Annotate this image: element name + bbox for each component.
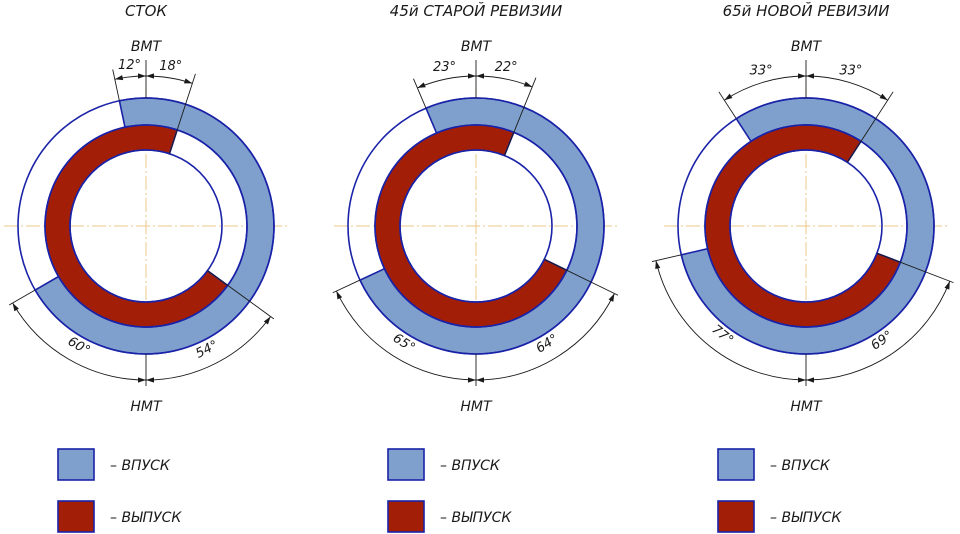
- exhaust-close-angle-label: 22°: [495, 60, 518, 75]
- tdc-label: ВМТ: [461, 39, 493, 55]
- legend-exhaust-swatch: [57, 500, 95, 533]
- exhaust-open-dimension-arrow-end: [146, 377, 154, 383]
- exhaust-open-dimension-arrow-end: [806, 377, 814, 383]
- middle-circle: [374, 124, 578, 328]
- exhaust-open-dimension-arrow-end: [476, 377, 484, 383]
- legend-exhaust-label: – ВЫПУСК: [770, 510, 842, 526]
- exhaust-open-dimension-arrow-start: [608, 293, 615, 302]
- legend-exhaust-swatch: [387, 500, 425, 533]
- intake-close-dimension-arrow-end: [12, 303, 19, 312]
- inner-circle: [399, 149, 553, 303]
- legend-exhaust-label: – ВЫПУСК: [110, 510, 182, 526]
- legend-intake-swatch: [717, 448, 755, 481]
- legend-intake-swatch: [387, 448, 425, 481]
- intake-open-angle-label: 33°: [750, 64, 773, 79]
- exhaust-close-dimension-arrow-start: [146, 73, 154, 79]
- exhaust-open-dimension-arc: [475, 293, 615, 381]
- intake-open-extension: [413, 78, 427, 109]
- diagram-title: 65й НОВОЙ РЕВИЗИИ: [723, 1, 890, 20]
- intake-open-dimension-arrow-end: [138, 73, 146, 79]
- intake-open-extension: [112, 69, 120, 101]
- legend-intake-label: – ВПУСК: [770, 458, 831, 474]
- legend-intake-label: – ВПУСК: [440, 458, 501, 474]
- intake-open-angle-label: 12°: [118, 58, 141, 73]
- intake-close-dimension-arrow-start: [798, 377, 806, 383]
- legend-intake-label: – ВПУСК: [110, 458, 171, 474]
- exhaust-close-dimension-arrow-end: [183, 78, 193, 84]
- bdc-label: НМТ: [790, 399, 823, 415]
- intake-close-dimension-arrow-end: [336, 291, 343, 300]
- exhaust-close-extension: [504, 77, 537, 156]
- intake-open-dimension-arrow-start: [417, 82, 426, 88]
- exhaust-open-extension: [876, 252, 954, 284]
- exhaust-open-dimension-arc: [805, 281, 951, 381]
- tdc-label: ВМТ: [791, 39, 823, 55]
- exhaust-close-angle-label: 18°: [159, 59, 182, 74]
- intake-close-dimension-arc: [336, 290, 477, 381]
- exhaust-close-dimension-arrow-start: [806, 73, 814, 79]
- intake-close-dimension-arrow-end: [655, 260, 661, 270]
- intake-open-dimension-arrow-end: [468, 73, 476, 79]
- intake-open-dimension-arc: [724, 75, 807, 101]
- intake-close-dimension-arc: [12, 302, 147, 381]
- intake-open-dimension-arrow-start: [114, 75, 124, 81]
- exhaust-open-dimension-arc: [145, 316, 271, 381]
- diagram-title: СТОК: [125, 2, 168, 20]
- exhaust-close-angle-label: 33°: [839, 64, 862, 79]
- intake-open-dimension-arrow-start: [724, 93, 733, 101]
- intake-open-dimension-arc: [417, 75, 477, 89]
- intake-open-angle-label: 23°: [433, 60, 456, 75]
- exhaust-open-extension: [544, 258, 619, 296]
- intake-close-extension: [332, 279, 361, 294]
- exhaust-open-dimension-arrow-start: [263, 316, 271, 325]
- legend-intake-swatch: [57, 448, 95, 481]
- middle-circle: [704, 124, 908, 328]
- inner-circle: [69, 149, 223, 303]
- intake-close-extension: [8, 289, 36, 306]
- intake-close-extension: [651, 254, 682, 262]
- exhaust-close-extension: [847, 91, 894, 163]
- tdc-label: ВМТ: [131, 39, 163, 55]
- exhaust-close-dimension-arc: [475, 75, 533, 88]
- exhaust-open-extension: [207, 270, 275, 320]
- middle-circle: [44, 124, 248, 328]
- intake-open-dimension-arrow-end: [798, 73, 806, 79]
- exhaust-close-dimension-arrow-start: [476, 73, 484, 79]
- intake-open-extension: [718, 91, 737, 119]
- exhaust-close-dimension-arc: [805, 75, 888, 101]
- diagram-title: 45й СТАРОЙ РЕВИЗИИ: [390, 1, 562, 20]
- intake-close-dimension-arrow-start: [138, 377, 146, 383]
- intake-close-dimension-arrow-start: [468, 377, 476, 383]
- exhaust-close-extension: [169, 73, 196, 154]
- exhaust-open-dimension-arrow-start: [944, 281, 950, 290]
- bdc-label: НМТ: [460, 399, 493, 415]
- inner-circle: [729, 149, 883, 303]
- bdc-label: НМТ: [130, 399, 163, 415]
- intake-close-dimension-arc: [655, 260, 807, 381]
- exhaust-close-dimension-arrow-end: [879, 93, 888, 101]
- legend-exhaust-swatch: [717, 500, 755, 533]
- exhaust-close-dimension-arrow-end: [523, 81, 533, 87]
- legend-exhaust-label: – ВЫПУСК: [440, 510, 512, 526]
